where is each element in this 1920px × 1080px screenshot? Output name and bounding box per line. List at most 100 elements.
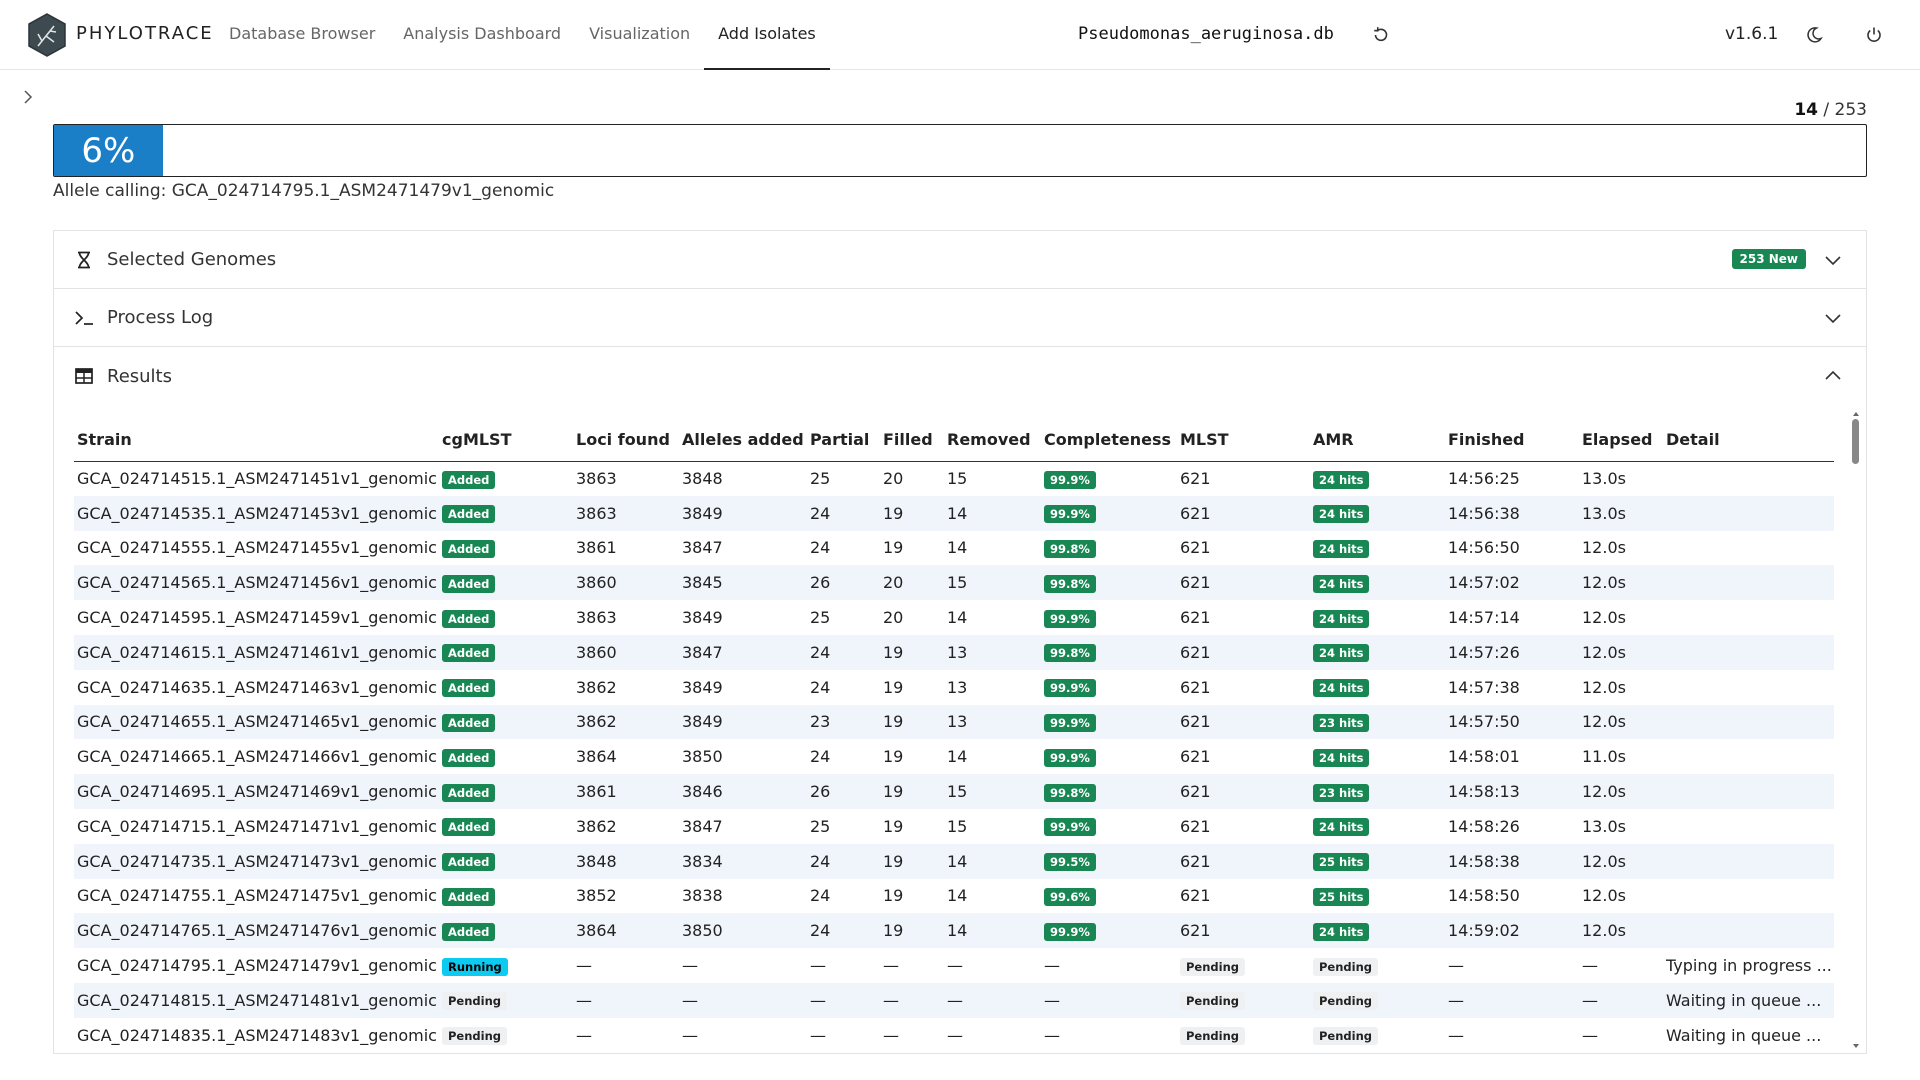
alleles-cell: 3845: [679, 565, 807, 601]
table-row[interactable]: GCA_024714695.1_ASM2471469v1_genomic Adde…: [74, 774, 1834, 809]
amr-cell: 25 hits: [1310, 843, 1445, 879]
table-row[interactable]: GCA_024714615.1_ASM2471461v1_genomic Adde…: [74, 634, 1834, 670]
table-row[interactable]: GCA_024714835.1_ASM2471483v1_genomic Pend…: [74, 1018, 1834, 1053]
results-table-container[interactable]: Strain cgMLST Loci found Alleles added P…: [54, 407, 1866, 1053]
version-label: v1.6.1: [1725, 24, 1779, 44]
chevron-up-icon[interactable]: [1822, 365, 1844, 387]
column-header[interactable]: Strain: [74, 419, 439, 462]
table-row[interactable]: GCA_024714655.1_ASM2471465v1_genomic Adde…: [74, 704, 1834, 740]
progress-count: 14 / 253: [1794, 100, 1867, 120]
top-navbar: PHYLOTRACE Database Browser Analysis Das…: [0, 0, 1920, 70]
process-log-title: Process Log: [107, 307, 214, 328]
moon-icon[interactable]: [1802, 23, 1826, 47]
elapsed-cell: 12.0s: [1579, 774, 1663, 809]
nav-add-isolates[interactable]: Add Isolates: [704, 0, 830, 70]
completeness-cell: 99.9%: [1041, 739, 1177, 774]
amr-badge: 24 hits: [1313, 539, 1370, 558]
column-header[interactable]: Finished: [1445, 419, 1579, 462]
finished-cell: 14:56:38: [1445, 495, 1579, 531]
filled-cell: 19: [883, 886, 904, 906]
chevron-right-icon[interactable]: [18, 87, 38, 107]
completeness-badge: 99.9%: [1044, 922, 1096, 941]
cgmlst-cell: Added: [439, 739, 573, 774]
reload-icon[interactable]: [1369, 23, 1393, 47]
partial-cell: —: [810, 1025, 826, 1045]
amr-cell: 24 hits: [1310, 913, 1445, 949]
column-header[interactable]: Loci found: [573, 419, 679, 462]
detail-cell: [1663, 843, 1834, 879]
results-header[interactable]: Results: [54, 347, 1866, 405]
table-row[interactable]: GCA_024714765.1_ASM2471476v1_genomic Adde…: [74, 913, 1834, 949]
chevron-down-icon[interactable]: [1822, 307, 1844, 329]
nav-database-browser[interactable]: Database Browser: [229, 24, 376, 43]
table-scrollbar[interactable]: [1850, 407, 1862, 1053]
amr-cell: 24 hits: [1310, 809, 1445, 844]
table-row[interactable]: GCA_024714715.1_ASM2471471v1_genomic Adde…: [74, 809, 1834, 844]
column-header[interactable]: Partial: [807, 419, 880, 462]
scroll-up-arrow-icon[interactable]: [1850, 409, 1862, 419]
amr-badge: 24 hits: [1313, 574, 1370, 593]
removed-cell: 15: [944, 774, 1041, 809]
table-row[interactable]: GCA_024714515.1_ASM2471451v1_genomic Adde…: [74, 461, 1834, 496]
mlst-cell: 621: [1177, 704, 1310, 740]
elapsed-cell: 12.0s: [1579, 913, 1663, 949]
completeness-cell: —: [1044, 1025, 1060, 1045]
table-row[interactable]: GCA_024714535.1_ASM2471453v1_genomic Adde…: [74, 495, 1834, 531]
detail-cell: Typing in progress ...: [1666, 956, 1832, 976]
loci-cell: 3862: [573, 704, 679, 740]
elapsed-cell: —: [1582, 956, 1598, 976]
alleles-cell: —: [682, 1025, 698, 1045]
column-header[interactable]: Elapsed: [1579, 419, 1663, 462]
column-header[interactable]: AMR: [1310, 419, 1445, 462]
column-header[interactable]: Detail: [1663, 419, 1834, 462]
table-row[interactable]: GCA_024714815.1_ASM2471481v1_genomic Pend…: [74, 982, 1834, 1018]
table-row[interactable]: GCA_024714795.1_ASM2471479v1_genomic Runn…: [74, 948, 1834, 983]
column-header[interactable]: Alleles added: [679, 419, 807, 462]
partial-cell: 25: [810, 816, 831, 836]
cgmlst-badge: Added: [442, 574, 496, 593]
nav-visualization[interactable]: Visualization: [589, 24, 691, 43]
phylotrace-logo-icon[interactable]: [26, 12, 68, 58]
scrollbar-thumb[interactable]: [1852, 419, 1859, 464]
table-row[interactable]: GCA_024714755.1_ASM2471475v1_genomic Adde…: [74, 879, 1834, 914]
table-row[interactable]: GCA_024714555.1_ASM2471455v1_genomic Adde…: [74, 531, 1834, 566]
loci-cell: 3861: [576, 538, 617, 558]
table-row[interactable]: GCA_024714595.1_ASM2471459v1_genomic Adde…: [74, 600, 1834, 635]
selected-genomes-header[interactable]: Selected Genomes 253 New: [54, 231, 1866, 289]
scroll-down-arrow-icon[interactable]: [1850, 1041, 1862, 1051]
column-header[interactable]: Filled: [880, 419, 944, 462]
cgmlst-cell: Added: [439, 809, 573, 844]
brand-name[interactable]: PHYLOTRACE: [76, 23, 214, 44]
filled-cell: —: [880, 982, 944, 1018]
mlst-cell: 621: [1180, 538, 1211, 558]
table-row[interactable]: GCA_024714735.1_ASM2471473v1_genomic Adde…: [74, 843, 1834, 879]
table-row[interactable]: GCA_024714665.1_ASM2471466v1_genomic Adde…: [74, 739, 1834, 774]
completeness-cell: 99.9%: [1041, 495, 1177, 531]
removed-cell: —: [944, 982, 1041, 1018]
chevron-down-icon[interactable]: [1822, 249, 1844, 271]
cgmlst-badge: Added: [442, 539, 496, 558]
mlst-cell: 621: [1177, 634, 1310, 670]
process-log-header[interactable]: Process Log: [54, 289, 1866, 347]
loci-cell: 3848: [573, 843, 679, 879]
power-icon[interactable]: [1862, 23, 1886, 47]
table-row[interactable]: GCA_024714635.1_ASM2471463v1_genomic Adde…: [74, 670, 1834, 705]
removed-cell: —: [947, 1025, 963, 1045]
column-header[interactable]: Removed: [944, 419, 1041, 462]
cgmlst-badge: Added: [442, 679, 496, 698]
amr-badge: Pending: [1313, 992, 1379, 1011]
finished-cell: —: [1445, 982, 1579, 1018]
nav-analysis-dashboard[interactable]: Analysis Dashboard: [403, 24, 562, 43]
column-header[interactable]: MLST: [1177, 419, 1310, 462]
database-name: Pseudomonas_aeruginosa.db: [1078, 24, 1334, 44]
cgmlst-badge: Added: [442, 922, 496, 941]
detail-cell: [1663, 634, 1834, 670]
column-header[interactable]: Completeness: [1041, 419, 1177, 462]
column-header[interactable]: cgMLST: [439, 419, 573, 462]
alleles-cell: 3838: [682, 886, 723, 906]
cgmlst-cell: Added: [439, 704, 573, 740]
elapsed-cell: 13.0s: [1582, 816, 1626, 836]
removed-cell: 14: [947, 538, 968, 558]
completeness-cell: 99.9%: [1041, 670, 1177, 705]
table-row[interactable]: GCA_024714565.1_ASM2471456v1_genomic Adde…: [74, 565, 1834, 601]
